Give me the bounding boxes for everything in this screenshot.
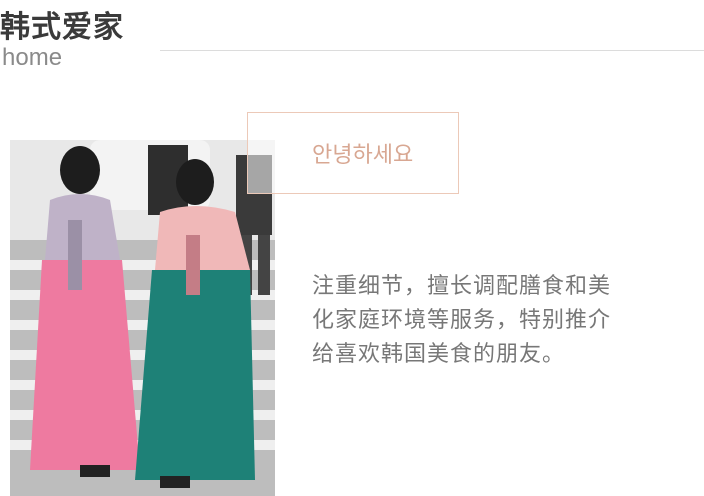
description-line: 注重细节，擅长调配膳食和美: [312, 274, 612, 299]
description-line: 给喜欢韩国美食的朋友。: [312, 342, 566, 367]
header-divider: [160, 50, 704, 51]
page-title: 韩式爱家: [0, 10, 124, 45]
greeting-card: 안녕하세요: [247, 112, 459, 194]
description-line: 化家庭环境等服务，特别推介: [312, 308, 612, 333]
description: 注重细节，擅长调配膳食和美 化家庭环境等服务，特别推介 给喜欢韩国美食的朋友。: [312, 270, 672, 372]
page-subtitle: home: [2, 44, 63, 71]
greeting-text: 안녕하세요: [312, 143, 414, 168]
hanbok-illustration: [10, 140, 275, 496]
hanbok-photo: [10, 140, 275, 496]
